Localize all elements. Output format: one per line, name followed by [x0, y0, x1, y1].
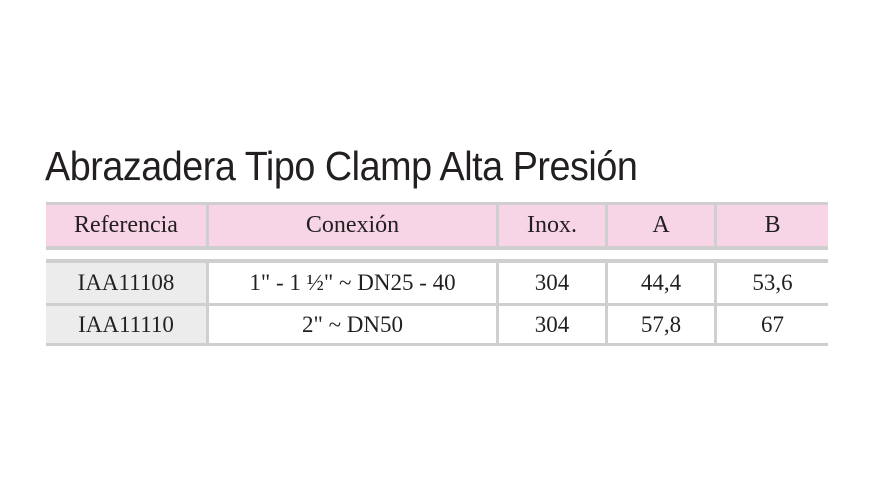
header-referencia: Referencia	[46, 205, 209, 246]
table-gap	[46, 250, 828, 259]
header-a: A	[608, 205, 717, 246]
cell-inox: 304	[499, 263, 608, 303]
cell-inox: 304	[499, 306, 608, 343]
cell-a: 57,8	[608, 306, 717, 343]
table-header-row: Referencia Conexión Inox. A B	[46, 202, 828, 250]
cell-referencia: IAA11110	[46, 306, 209, 343]
spec-table: Referencia Conexión Inox. A B IAA11108 1…	[46, 202, 828, 346]
table-row: IAA11110 2" ~ DN50 304 57,8 67	[46, 303, 828, 343]
header-inox: Inox.	[499, 205, 608, 246]
cell-a: 44,4	[608, 263, 717, 303]
cell-conexion: 1" - 1 ½" ~ DN25 - 40	[209, 263, 499, 303]
table-body: IAA11108 1" - 1 ½" ~ DN25 - 40 304 44,4 …	[46, 259, 828, 346]
cell-b: 67	[761, 311, 784, 337]
cell-b: 53,6	[752, 270, 793, 295]
cell-conexion: 2" ~ DN50	[209, 306, 499, 343]
page-title: Abrazadera Tipo Clamp Alta Presión	[45, 143, 638, 189]
cell-referencia: IAA11108	[46, 263, 209, 303]
header-conexion: Conexión	[209, 205, 499, 246]
table-row: IAA11108 1" - 1 ½" ~ DN25 - 40 304 44,4 …	[46, 263, 828, 303]
header-b: B	[764, 212, 781, 238]
